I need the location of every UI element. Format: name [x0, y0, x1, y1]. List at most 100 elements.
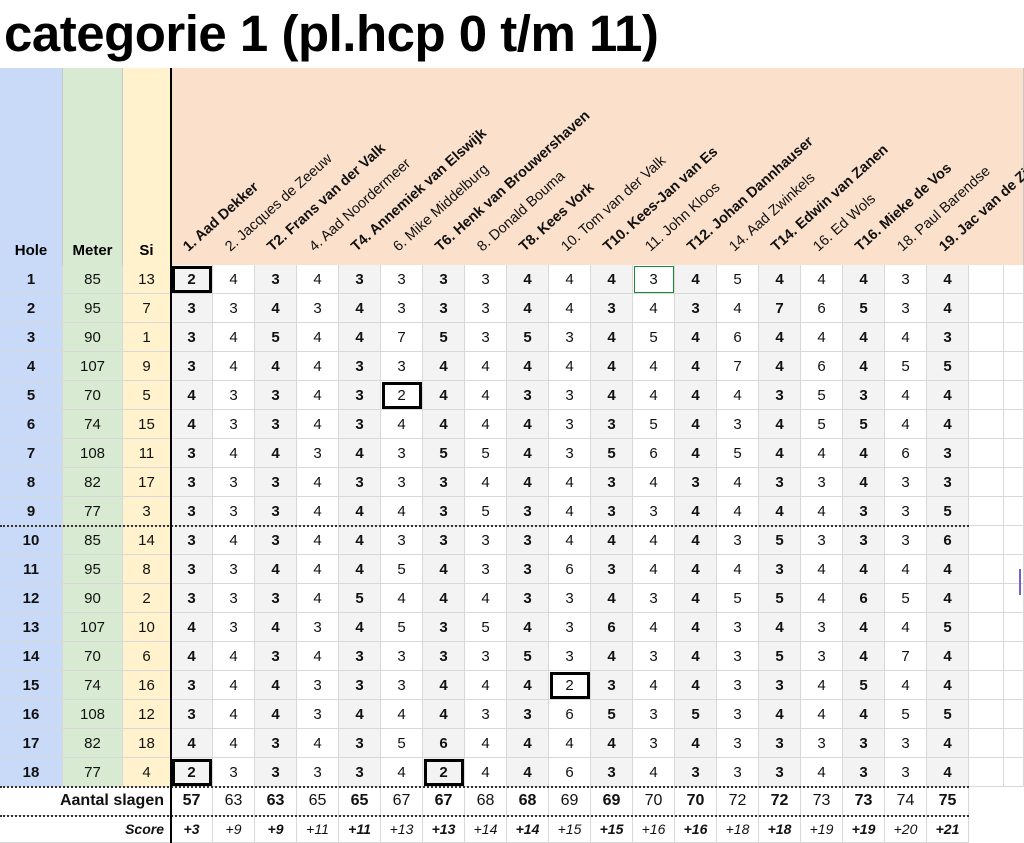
score-cell[interactable]: 5: [675, 700, 717, 729]
score-cell[interactable]: 4: [213, 439, 255, 468]
score-cell[interactable]: 4: [255, 613, 297, 642]
score-cell[interactable]: 3: [381, 671, 423, 700]
score-cell[interactable]: 4: [213, 671, 255, 700]
score-cell[interactable]: 4: [843, 613, 885, 642]
score-cell[interactable]: 3: [339, 758, 381, 787]
empty-cell[interactable]: [969, 758, 1004, 787]
score-cell[interactable]: 3: [171, 700, 213, 729]
score-cell[interactable]: 4: [507, 439, 549, 468]
score-cell[interactable]: 3: [213, 758, 255, 787]
score-cell[interactable]: 4: [759, 439, 801, 468]
score-cell[interactable]: 3: [339, 671, 381, 700]
score-cell[interactable]: 4: [801, 758, 843, 787]
score-cell[interactable]: 4: [675, 526, 717, 555]
score-cell[interactable]: 3: [633, 497, 675, 526]
empty-cell[interactable]: [1004, 642, 1024, 671]
empty-cell[interactable]: [969, 294, 1004, 323]
empty-cell[interactable]: [969, 381, 1004, 410]
score-cell[interactable]: 3: [843, 729, 885, 758]
score-cell[interactable]: 5: [591, 700, 633, 729]
score-cell[interactable]: 3: [717, 526, 759, 555]
score-cell[interactable]: 4: [675, 642, 717, 671]
score-cell[interactable]: 4: [927, 729, 969, 758]
score-cell[interactable]: 3: [339, 381, 381, 410]
score-cell[interactable]: 4: [297, 410, 339, 439]
score-cell[interactable]: 4: [465, 671, 507, 700]
score-cell[interactable]: 3: [633, 642, 675, 671]
score-cell[interactable]: 3: [255, 468, 297, 497]
score-cell[interactable]: 4: [801, 584, 843, 613]
score-cell[interactable]: 3: [381, 294, 423, 323]
score-cell[interactable]: 5: [843, 294, 885, 323]
score-cell[interactable]: 3: [465, 555, 507, 584]
score-cell[interactable]: 4: [759, 265, 801, 294]
empty-cell[interactable]: [969, 497, 1004, 526]
score-cell[interactable]: 4: [759, 352, 801, 381]
score-cell[interactable]: 4: [465, 758, 507, 787]
score-cell[interactable]: 4: [297, 526, 339, 555]
score-cell[interactable]: 4: [549, 468, 591, 497]
score-cell[interactable]: 4: [927, 758, 969, 787]
empty-cell[interactable]: [969, 265, 1004, 294]
score-cell[interactable]: 2: [171, 758, 213, 787]
score-cell[interactable]: 6: [591, 613, 633, 642]
score-cell[interactable]: 4: [339, 526, 381, 555]
score-cell[interactable]: 3: [213, 410, 255, 439]
score-cell[interactable]: 4: [297, 729, 339, 758]
score-cell[interactable]: 4: [927, 584, 969, 613]
score-cell[interactable]: 4: [927, 265, 969, 294]
score-cell[interactable]: 4: [591, 352, 633, 381]
score-cell[interactable]: 3: [339, 642, 381, 671]
score-cell[interactable]: 4: [591, 526, 633, 555]
score-cell[interactable]: 3: [297, 294, 339, 323]
score-cell[interactable]: 3: [507, 381, 549, 410]
empty-cell[interactable]: [969, 352, 1004, 381]
score-cell[interactable]: 3: [675, 758, 717, 787]
score-cell[interactable]: 4: [927, 294, 969, 323]
score-cell[interactable]: 5: [339, 584, 381, 613]
score-cell[interactable]: 4: [927, 381, 969, 410]
score-cell[interactable]: 2: [423, 758, 465, 787]
score-cell[interactable]: 5: [885, 584, 927, 613]
score-cell[interactable]: 3: [339, 265, 381, 294]
score-cell[interactable]: 4: [423, 381, 465, 410]
score-cell[interactable]: 3: [549, 381, 591, 410]
score-cell[interactable]: 3: [381, 642, 423, 671]
score-cell[interactable]: 4: [171, 642, 213, 671]
score-cell[interactable]: 4: [423, 352, 465, 381]
score-cell[interactable]: 3: [171, 439, 213, 468]
score-cell[interactable]: 4: [633, 381, 675, 410]
score-cell[interactable]: 4: [675, 265, 717, 294]
score-cell[interactable]: 4: [675, 352, 717, 381]
score-cell[interactable]: 4: [843, 468, 885, 497]
score-cell[interactable]: 4: [675, 729, 717, 758]
empty-cell[interactable]: [969, 671, 1004, 700]
score-cell[interactable]: 3: [507, 584, 549, 613]
score-cell[interactable]: 4: [213, 323, 255, 352]
empty-cell[interactable]: [969, 526, 1004, 555]
score-cell[interactable]: 4: [717, 497, 759, 526]
score-cell[interactable]: 4: [297, 497, 339, 526]
score-cell[interactable]: 4: [591, 729, 633, 758]
empty-cell[interactable]: [1004, 381, 1024, 410]
score-cell[interactable]: 3: [297, 613, 339, 642]
score-cell[interactable]: 3: [465, 294, 507, 323]
score-cell[interactable]: 3: [885, 265, 927, 294]
score-cell[interactable]: 3: [591, 758, 633, 787]
score-cell[interactable]: 3: [423, 468, 465, 497]
score-cell[interactable]: 4: [591, 323, 633, 352]
score-cell[interactable]: 3: [801, 642, 843, 671]
score-cell[interactable]: 3: [339, 352, 381, 381]
score-cell[interactable]: 4: [339, 439, 381, 468]
empty-cell[interactable]: [1004, 758, 1024, 787]
score-cell[interactable]: 3: [213, 294, 255, 323]
score-cell[interactable]: 2: [549, 671, 591, 700]
score-cell[interactable]: 4: [507, 758, 549, 787]
score-cell[interactable]: 4: [675, 555, 717, 584]
empty-cell[interactable]: [969, 555, 1004, 584]
score-cell[interactable]: 3: [633, 584, 675, 613]
score-cell[interactable]: 3: [759, 671, 801, 700]
score-cell[interactable]: 3: [717, 613, 759, 642]
score-cell[interactable]: 3: [339, 468, 381, 497]
score-cell[interactable]: 5: [465, 497, 507, 526]
